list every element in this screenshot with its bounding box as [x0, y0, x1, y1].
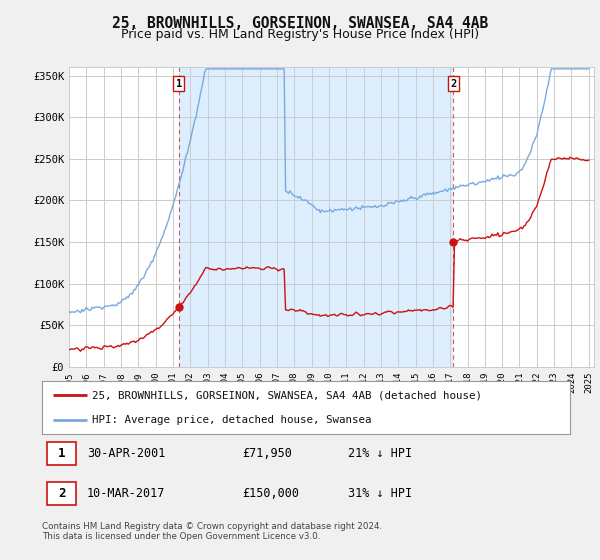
Text: 25, BROWNHILLS, GORSEINON, SWANSEA, SA4 4AB: 25, BROWNHILLS, GORSEINON, SWANSEA, SA4 …	[112, 16, 488, 31]
Text: 2: 2	[450, 79, 457, 89]
Text: 21% ↓ HPI: 21% ↓ HPI	[348, 447, 412, 460]
FancyBboxPatch shape	[47, 442, 76, 465]
FancyBboxPatch shape	[47, 482, 76, 505]
Text: Contains HM Land Registry data © Crown copyright and database right 2024.
This d: Contains HM Land Registry data © Crown c…	[42, 522, 382, 542]
Text: 10-MAR-2017: 10-MAR-2017	[87, 487, 165, 500]
Bar	[179, 67, 454, 367]
Text: Price paid vs. HM Land Registry's House Price Index (HPI): Price paid vs. HM Land Registry's House …	[121, 28, 479, 41]
Text: 1: 1	[176, 79, 182, 89]
Text: 31% ↓ HPI: 31% ↓ HPI	[348, 487, 412, 500]
Text: 2: 2	[58, 487, 65, 500]
Text: 1: 1	[58, 447, 65, 460]
Text: 30-APR-2001: 30-APR-2001	[87, 447, 165, 460]
Text: 25, BROWNHILLS, GORSEINON, SWANSEA, SA4 4AB (detached house): 25, BROWNHILLS, GORSEINON, SWANSEA, SA4 …	[92, 390, 482, 400]
Text: £71,950: £71,950	[242, 447, 293, 460]
Text: HPI: Average price, detached house, Swansea: HPI: Average price, detached house, Swan…	[92, 414, 371, 424]
Text: £150,000: £150,000	[242, 487, 299, 500]
